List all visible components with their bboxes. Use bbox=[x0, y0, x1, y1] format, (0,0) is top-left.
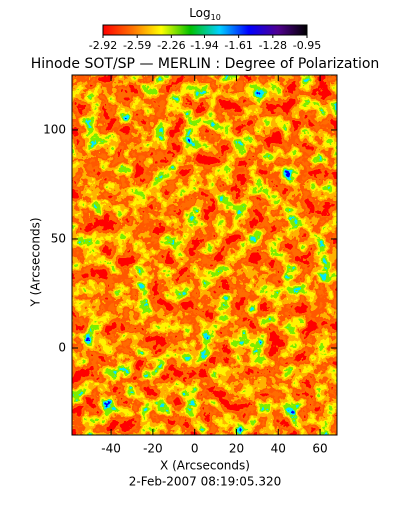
colorbar-tick-label: -2.26 bbox=[157, 39, 185, 52]
colorbar-tick-label: -2.59 bbox=[123, 39, 151, 52]
colorbar bbox=[102, 24, 308, 36]
y-axis-label: Y (Arcseconds) bbox=[29, 217, 43, 307]
colorbar-tick-label: -1.94 bbox=[190, 39, 218, 52]
x-tick-label: 20 bbox=[229, 442, 244, 456]
x-tick-label: 60 bbox=[312, 442, 327, 456]
colorbar-tick-label: -0.95 bbox=[293, 39, 321, 52]
x-tick-label: -40 bbox=[101, 442, 121, 456]
x-tick-label: 40 bbox=[271, 442, 286, 456]
plot-frame bbox=[71, 74, 338, 436]
colorbar-tick-label: -1.28 bbox=[259, 39, 287, 52]
colorbar-tick-label: -2.92 bbox=[89, 39, 117, 52]
x-axis-label: X (Arcseconds) bbox=[160, 459, 250, 473]
chart-title: Hinode SOT/SP — MERLIN : Degree of Polar… bbox=[31, 56, 380, 72]
x-tick-label: 0 bbox=[191, 442, 199, 456]
date-label: 2-Feb-2007 08:19:05.320 bbox=[129, 475, 282, 489]
y-tick-label: 0 bbox=[58, 340, 66, 354]
colorbar-label: Log10 bbox=[189, 6, 221, 22]
colorbar-tick-label: -1.61 bbox=[224, 39, 252, 52]
y-tick-label: 50 bbox=[51, 231, 66, 245]
y-tick-label: 100 bbox=[43, 122, 66, 136]
polarization-map bbox=[72, 75, 337, 435]
x-tick-label: -20 bbox=[143, 442, 163, 456]
